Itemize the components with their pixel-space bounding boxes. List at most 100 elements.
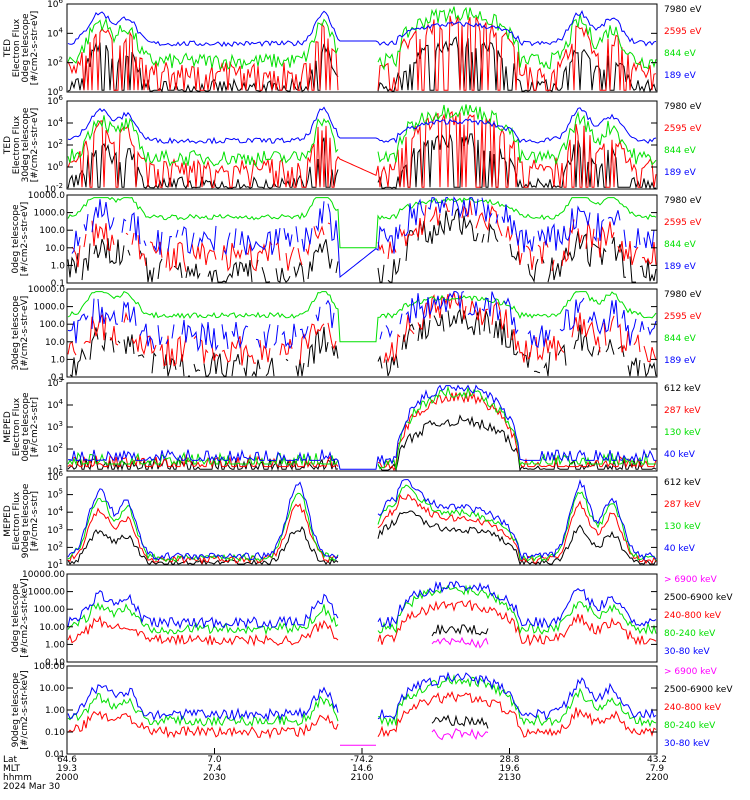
series-line-4-1-44 bbox=[627, 357, 641, 377]
series-line-4-1-6 bbox=[123, 334, 135, 354]
series-line-3-1-19 bbox=[307, 239, 333, 280]
series-line-4-3-1 bbox=[67, 290, 657, 343]
series-line-3-1-2 bbox=[81, 243, 91, 281]
y-tick-label: 0.10 bbox=[45, 658, 65, 668]
series-line-2-2-1 bbox=[67, 110, 657, 188]
panel-frame bbox=[66, 194, 658, 284]
x-row-label: Lat bbox=[3, 755, 18, 765]
legend-entry: 844 eV bbox=[664, 240, 697, 250]
y-tick-label: 104 bbox=[47, 505, 63, 518]
series-line-4-2-9 bbox=[193, 335, 197, 340]
series-line-3-2-8 bbox=[137, 235, 147, 266]
y-axis-label: [#/cm2-s-str] bbox=[30, 397, 40, 457]
series-line-4-4-21 bbox=[325, 299, 335, 329]
series-line-4-1-29 bbox=[417, 317, 431, 341]
y-tick-label: 10.00 bbox=[39, 623, 65, 633]
y-axis-label: [#/cm2-s-str-eV] bbox=[20, 202, 30, 277]
y-axis-label: 0deg telescope bbox=[11, 583, 21, 653]
y-tick-label: 1000.0 bbox=[34, 209, 66, 219]
series-line-4-2-3 bbox=[83, 314, 107, 344]
legend-entry: 30-80 keV bbox=[664, 647, 710, 657]
y-tick-label: 103 bbox=[47, 420, 63, 433]
series-line-3-1-4 bbox=[127, 249, 131, 256]
y-tick-label: 102 bbox=[47, 56, 63, 69]
series-line-4-1-1 bbox=[69, 347, 87, 377]
legend-entry: 844 eV bbox=[664, 334, 697, 344]
series-line-4-1-13 bbox=[193, 363, 201, 373]
series-line-7-4-1 bbox=[67, 602, 339, 636]
legend-entry: 2595 eV bbox=[664, 124, 702, 134]
y-tick-label: 105 bbox=[47, 488, 63, 501]
series-line-3-2-37 bbox=[561, 219, 575, 267]
series-line-4-2-20 bbox=[383, 333, 401, 364]
x-tick-label-hhmm: 2200 bbox=[646, 773, 669, 783]
y-axis-label: [#/cm2-s-str] bbox=[30, 491, 40, 551]
series-line-3-1-20 bbox=[335, 261, 339, 273]
panel-4: 0.1 1.0 10.0 100.0 1000.0 10000.0 30deg telesc… bbox=[11, 285, 702, 383]
series-line-4-4-34 bbox=[587, 299, 619, 335]
series-line-4-4-20 bbox=[315, 306, 321, 322]
series-line-4-2-10 bbox=[199, 339, 209, 364]
series-line-3-2-1 bbox=[71, 245, 81, 268]
y-tick-label: 1.00 bbox=[45, 706, 65, 716]
series-line-4-1-24 bbox=[307, 326, 329, 368]
series-line-3-4-16 bbox=[223, 232, 231, 256]
series-line-4-4-29 bbox=[503, 297, 519, 335]
series-line-3-4-6 bbox=[121, 218, 127, 233]
series-line-4-1-26 bbox=[377, 355, 383, 369]
legend-entry: 287 keV bbox=[664, 406, 701, 416]
date-label: 2024 Mar 30 bbox=[3, 782, 60, 792]
series-line-6-1-2 bbox=[377, 510, 657, 566]
legend-entry: 844 eV bbox=[664, 49, 697, 59]
series-line-4-4-14 bbox=[255, 338, 261, 348]
panel-5: 101 102 103 104 105 MEPED Electron Flux 0deg te… bbox=[3, 376, 701, 477]
y-tick-label: 102 bbox=[47, 540, 63, 553]
legend-entry: 130 keV bbox=[664, 428, 701, 438]
series-line-3-2-11 bbox=[191, 241, 217, 266]
series-line-4-4-27 bbox=[467, 301, 479, 316]
series-line-8-1-2 bbox=[431, 728, 489, 741]
series-line-3-1-14 bbox=[207, 260, 253, 283]
series-line-3-4-22 bbox=[315, 201, 325, 233]
series-line-3-1-29 bbox=[509, 243, 521, 266]
y-axis-label: [#/cm2-s-str-eV] bbox=[30, 11, 40, 86]
series-line-4-2-13 bbox=[259, 339, 271, 363]
series-line-1-3-2 bbox=[377, 6, 657, 71]
y-tick-label: 1.0 bbox=[51, 261, 66, 271]
y-axis-label: [#/cm2-s-str-eV] bbox=[30, 108, 40, 183]
series-line-3-4-2 bbox=[71, 230, 81, 254]
series-line-3-4-26 bbox=[451, 196, 479, 219]
series-line-3-3-1 bbox=[67, 196, 657, 249]
legend-entry: 612 keV bbox=[664, 478, 701, 488]
y-tick-label: 100.00 bbox=[34, 605, 66, 615]
series-line-4-1-34 bbox=[521, 352, 531, 368]
series-line-4-4-23 bbox=[385, 325, 393, 339]
series-line-3-2-35 bbox=[551, 259, 555, 272]
series-line-3-4-25 bbox=[427, 197, 448, 214]
y-axis-label: TED bbox=[3, 39, 13, 58]
series-line-3-2-22 bbox=[377, 242, 385, 254]
series-line-4-1-40 bbox=[573, 324, 595, 358]
y-tick-label: 0.1 bbox=[51, 373, 65, 383]
series-line-3-1-12 bbox=[185, 263, 201, 280]
series-line-2-1-2 bbox=[377, 133, 656, 190]
series-line-3-2-15 bbox=[285, 246, 295, 271]
series-line-3-2-6 bbox=[125, 232, 129, 236]
y-tick-label: 103 bbox=[47, 523, 63, 536]
series-line-3-4-18 bbox=[239, 227, 281, 256]
series-line-6-4-1 bbox=[67, 481, 339, 561]
x-tick-label-lat: -74.2 bbox=[350, 755, 373, 765]
x-tick-label-hhmm: 2100 bbox=[351, 773, 374, 783]
series-line-3-1-35 bbox=[629, 256, 636, 283]
series-line-4-1-32 bbox=[483, 310, 491, 334]
y-tick-label: 10000.0 bbox=[28, 191, 65, 201]
panel-8: 0.01 0.10 1.00 10.00 100.00 90deg telescope [#… bbox=[11, 662, 733, 760]
series-line-7-5-2 bbox=[377, 580, 657, 629]
y-tick-label: 104 bbox=[47, 398, 63, 411]
series-line-4-1-3 bbox=[101, 332, 107, 353]
series-line-4-1-14 bbox=[203, 352, 229, 377]
series-line-4-1-5 bbox=[117, 340, 121, 344]
x-tick-label-hhmm: 2030 bbox=[203, 773, 226, 783]
series-line-3-4-17 bbox=[233, 228, 237, 248]
